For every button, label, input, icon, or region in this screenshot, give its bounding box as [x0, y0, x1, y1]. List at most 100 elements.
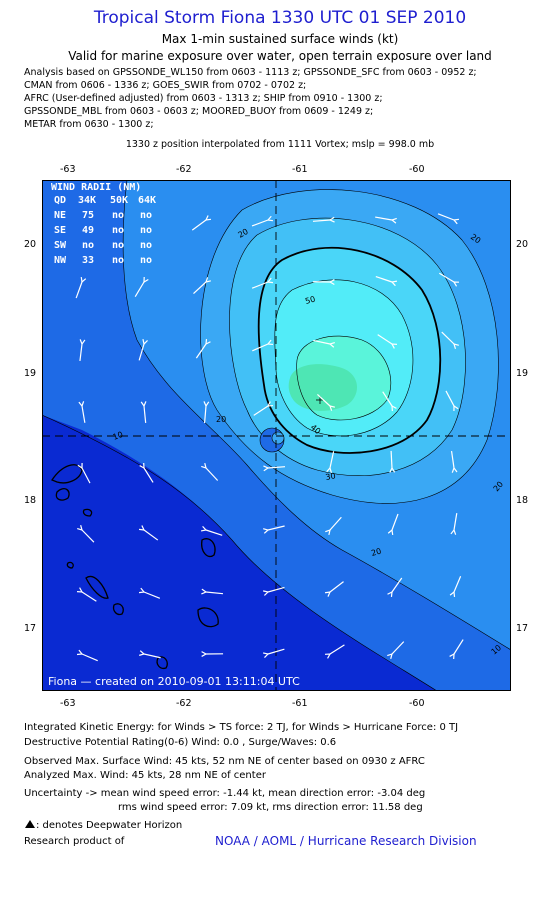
- map-credit: Fiona — created on 2010-09-01 13:11:04 U…: [48, 675, 300, 688]
- lon-label-top: -60: [409, 164, 425, 175]
- wind-radii-cell: no: [140, 225, 152, 236]
- wind-vector-head: [79, 339, 86, 346]
- wind-vector: [205, 467, 219, 481]
- wind-vector-head: [328, 216, 335, 223]
- wind-radii-title: WIND RADII (NM): [51, 182, 141, 193]
- wind-vector-head: [266, 339, 274, 346]
- island-outline: [112, 603, 124, 616]
- wind-vector-head: [452, 281, 460, 287]
- wind-radii-header: QD: [54, 195, 66, 206]
- wind-vector: [375, 216, 393, 221]
- wind-vector: [313, 339, 331, 345]
- deepwater-horizon-icon: [25, 820, 35, 828]
- contour-label: 10: [112, 430, 125, 442]
- wind-vector: [390, 450, 393, 469]
- wind-vector-head: [325, 529, 331, 536]
- wind-vector-head: [77, 462, 83, 470]
- observed-max-wind-line: Observed Max. Surface Wind: 45 kts, 52 n…: [24, 756, 425, 767]
- island-outline: [82, 508, 93, 517]
- wind-vector: [441, 331, 455, 345]
- wind-vector: [143, 467, 154, 483]
- wind-vector-head: [78, 401, 85, 408]
- analysis-line: AFRC (User-defined adjusted) from 0603 -…: [24, 93, 383, 104]
- wind-radii-cell: no: [140, 240, 152, 251]
- wind-vector: [79, 343, 83, 362]
- wind-vector: [267, 648, 285, 655]
- wind-vector-head: [138, 525, 146, 531]
- wind-radii-cell: SW: [54, 240, 67, 251]
- wind-vector-head: [390, 280, 398, 287]
- uncertainty-rms-line: rms wind speed error: 7.09 kt, rms direc…: [118, 802, 423, 813]
- wind-vector: [267, 586, 285, 593]
- wind-vector-head: [266, 215, 274, 222]
- wind-vector-head: [326, 466, 332, 473]
- research-product-label: Research product of: [24, 836, 125, 847]
- destructive-potential-line: Destructive Potential Rating(0-6) Wind: …: [24, 737, 337, 748]
- lon-label-top: -63: [60, 164, 76, 175]
- wind-vector: [134, 281, 145, 297]
- subtitle: Max 1-min sustained surface winds (kt): [161, 32, 399, 46]
- wind-vector-head: [328, 341, 335, 348]
- lon-label-bottom: -61: [292, 698, 308, 709]
- wind-vector: [251, 219, 269, 227]
- wind-vector-head: [200, 525, 208, 532]
- lat-label-left: 18: [24, 495, 37, 506]
- wind-vector: [81, 467, 91, 484]
- wind-vector: [203, 405, 207, 424]
- contour-label: 20: [237, 227, 250, 240]
- island-outline: [55, 488, 70, 501]
- lat-label-right: 18: [516, 495, 529, 506]
- map-frame: [42, 180, 511, 691]
- wind-vector-head: [143, 276, 149, 284]
- contour-label: 50: [304, 295, 316, 306]
- wind-vector: [205, 529, 223, 536]
- wind-vector-head: [453, 404, 459, 412]
- wind-radii-cell: no: [112, 240, 124, 251]
- wind-vector: [143, 529, 159, 541]
- wind-vector: [329, 516, 342, 531]
- lon-label-bottom: -62: [176, 698, 192, 709]
- wind-vector: [453, 513, 458, 531]
- contour-line: [42, 414, 438, 691]
- island-outline: [201, 538, 216, 558]
- wind-vector: [312, 219, 331, 222]
- band-core: [288, 364, 358, 411]
- lon-label-top: -61: [292, 164, 308, 175]
- wind-vector: [195, 343, 207, 359]
- wind-vector: [453, 576, 462, 593]
- wind-radii-cell: NE: [54, 210, 66, 221]
- lon-label-bottom: -63: [60, 698, 76, 709]
- wind-radii-cell: 49: [82, 225, 94, 236]
- wind-vector: [138, 343, 145, 361]
- contour-line-34kt: [257, 246, 442, 454]
- lat-label-left: 19: [24, 368, 37, 379]
- wind-vector-head: [387, 590, 393, 598]
- lat-label-right: 17: [516, 623, 529, 634]
- wind-vector: [81, 405, 86, 423]
- wind-vector-head: [451, 466, 458, 473]
- wind-vector: [437, 213, 455, 221]
- wind-vector-head: [139, 462, 145, 470]
- wind-vector: [81, 653, 98, 662]
- wind-vector: [391, 577, 403, 593]
- wind-radii-cell: no: [112, 255, 124, 266]
- page-title: Tropical Storm Fiona 1330 UTC 01 SEP 201…: [93, 8, 467, 28]
- wind-vector: [267, 466, 286, 469]
- wind-vector: [81, 591, 97, 602]
- wind-analysis-map: 10 20 20 20 20 30 40 10 20 50 WIND RADII…: [42, 180, 511, 691]
- wind-vector-head: [449, 652, 455, 660]
- wind-vector: [191, 219, 207, 231]
- lat-label-right: 20: [516, 239, 529, 250]
- wind-vector-head: [324, 591, 331, 597]
- wind-vector: [143, 653, 161, 659]
- wind-vector-head: [328, 279, 335, 285]
- wind-vector: [445, 390, 455, 407]
- wind-vector: [252, 343, 269, 352]
- analysis-sources: Analysis based on GPSSONDE_WL150 from 06…: [24, 66, 477, 131]
- wind-radii-cell: no: [140, 210, 152, 221]
- wind-vector-head: [449, 590, 456, 598]
- wind-vector-head: [205, 277, 211, 283]
- wind-vector-head: [324, 653, 332, 659]
- wind-vector: [439, 272, 455, 283]
- wind-vector-head: [266, 277, 274, 284]
